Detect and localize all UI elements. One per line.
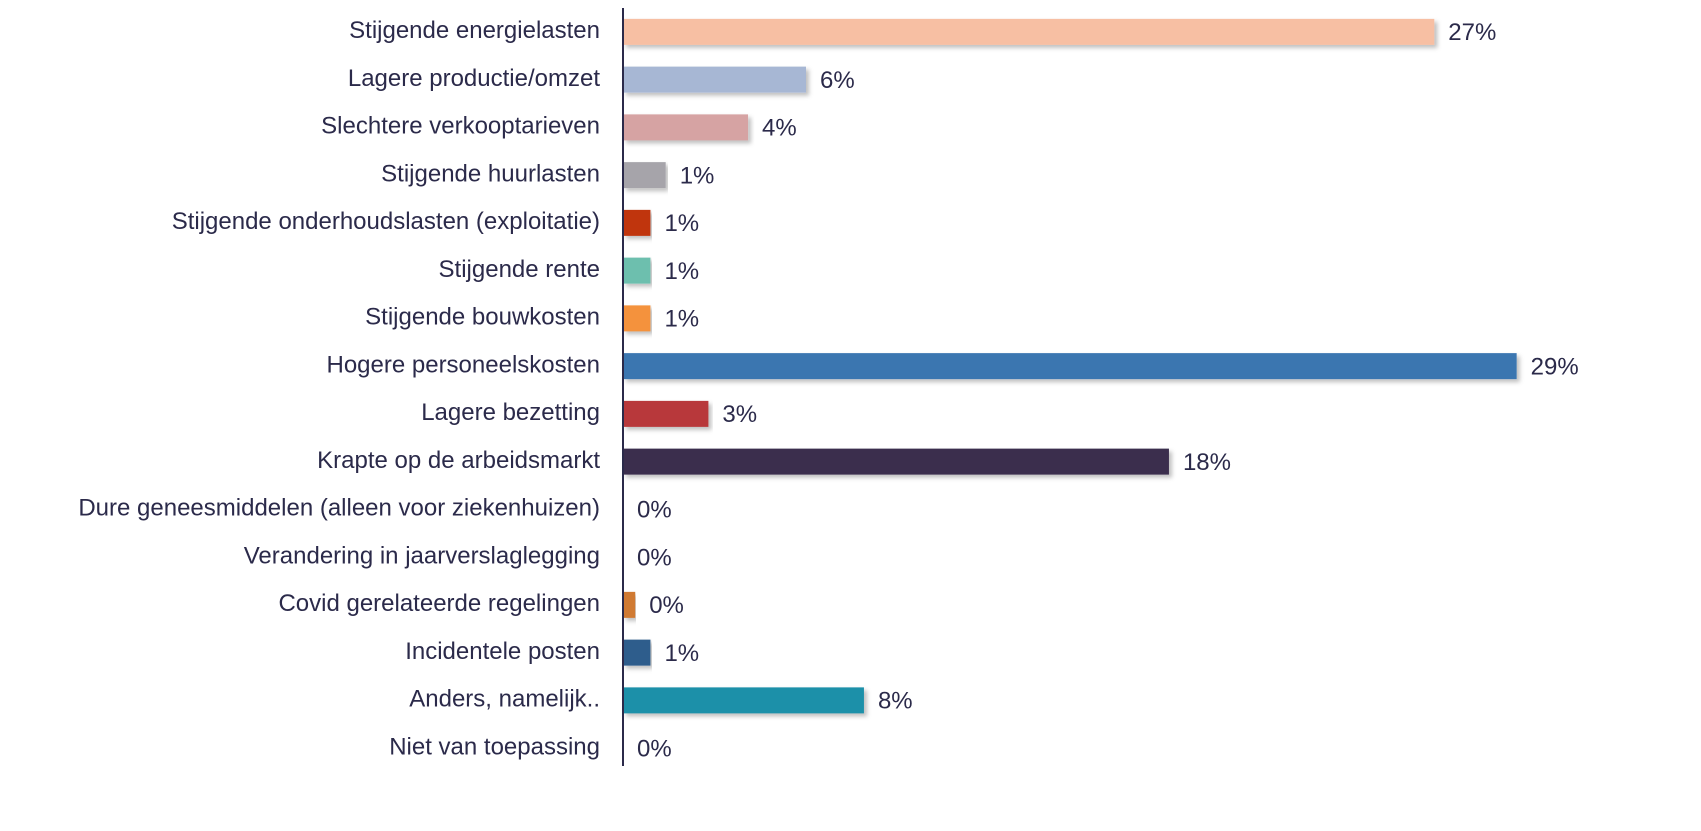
category-label: Krapte op de arbeidsmarkt bbox=[317, 447, 600, 474]
bar bbox=[623, 687, 864, 714]
bar bbox=[623, 305, 651, 332]
category-label: Covid gerelateerde regelingen bbox=[278, 590, 600, 617]
value-label: 27% bbox=[1448, 19, 1496, 46]
value-label: 29% bbox=[1531, 353, 1579, 380]
category-label: Stijgende rente bbox=[439, 256, 600, 283]
category-label: Lagere bezetting bbox=[421, 399, 600, 426]
category-label: Slechtere verkooptarieven bbox=[321, 113, 600, 140]
category-label: Verandering in jaarverslaglegging bbox=[244, 542, 600, 569]
value-label: 1% bbox=[664, 640, 699, 667]
value-label: 1% bbox=[664, 210, 699, 237]
value-label: 6% bbox=[820, 67, 855, 94]
value-label: 3% bbox=[722, 401, 757, 428]
category-label: Stijgende bouwkosten bbox=[365, 304, 600, 331]
value-label: 4% bbox=[762, 115, 797, 142]
value-label: 0% bbox=[637, 544, 672, 571]
category-label: Stijgende energielasten bbox=[349, 17, 600, 44]
value-label: 0% bbox=[637, 735, 672, 762]
value-label: 0% bbox=[649, 592, 684, 619]
bar bbox=[623, 114, 749, 141]
value-label: 1% bbox=[680, 162, 715, 189]
value-label: 0% bbox=[637, 497, 672, 524]
value-label: 8% bbox=[878, 688, 913, 715]
bar bbox=[623, 400, 709, 427]
value-label: 18% bbox=[1183, 449, 1231, 476]
category-label: Stijgende onderhoudslasten (exploitatie) bbox=[172, 208, 600, 235]
bar bbox=[623, 66, 806, 93]
value-label: 1% bbox=[664, 306, 699, 333]
bar bbox=[623, 591, 636, 618]
category-label: Dure geneesmiddelen (alleen voor ziekenh… bbox=[78, 495, 600, 522]
bar bbox=[623, 162, 666, 189]
category-label: Stijgende huurlasten bbox=[381, 160, 600, 187]
category-label: Lagere productie/omzet bbox=[348, 65, 600, 92]
category-label: Hogere personeelskosten bbox=[326, 351, 600, 378]
bar bbox=[623, 209, 651, 236]
category-label: Anders, namelijk.. bbox=[409, 686, 600, 713]
bar bbox=[623, 353, 1517, 380]
bar bbox=[623, 18, 1435, 45]
bar bbox=[623, 257, 651, 284]
category-label: Niet van toepassing bbox=[389, 733, 600, 760]
category-label: Incidentele posten bbox=[405, 638, 600, 665]
value-label: 1% bbox=[664, 258, 699, 285]
bar bbox=[623, 639, 651, 666]
bar bbox=[623, 448, 1169, 475]
